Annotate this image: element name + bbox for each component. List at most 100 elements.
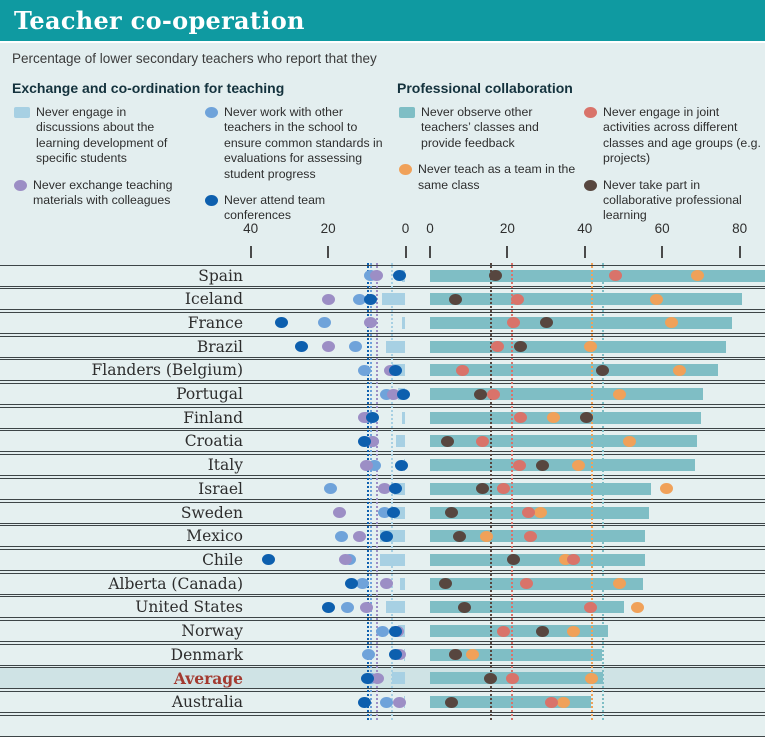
- axis-tick-label: 40: [243, 221, 259, 236]
- dot-never-joint-activities: [510, 293, 524, 305]
- legend-item-label: Never exchange teaching materials with c…: [33, 177, 173, 208]
- legend-item: Never attend team conferences: [205, 193, 387, 224]
- dot-never-collaborative-learning: [506, 554, 520, 566]
- country-label: Croatia: [184, 432, 243, 451]
- axis-tick-label: 60: [654, 221, 670, 236]
- chart-row: Chile: [0, 548, 765, 571]
- bar-never-observe: [430, 577, 643, 590]
- bar-never-observe: [430, 388, 703, 400]
- chart-row: Croatia: [0, 430, 765, 453]
- dot-never-team-conferences: [344, 578, 358, 590]
- chart-subtitle: Percentage of lower secondary teachers w…: [12, 51, 377, 66]
- dot-never-common-standards: [352, 293, 366, 305]
- legend-item-label: Never teach as a team in the same class: [418, 162, 576, 192]
- dot-never-joint-activities: [584, 601, 598, 613]
- dot-never-team-teach: [613, 388, 627, 400]
- bar-never-observe: [430, 459, 696, 472]
- average-line-never-joint-activities: [511, 263, 514, 720]
- dot-never-team-conferences: [379, 530, 393, 542]
- dot-never-common-standards: [375, 625, 389, 637]
- dot-never-collaborative-learning: [444, 507, 458, 518]
- dot-never-team-conferences: [389, 483, 403, 495]
- dot-never-team-teach: [572, 459, 586, 471]
- dot-never-collaborative-learning: [448, 293, 462, 305]
- chart-row: Brazil: [0, 335, 765, 358]
- chart-row: Australia: [0, 691, 765, 714]
- dot-never-team-teach: [466, 649, 480, 661]
- legend-column-a: Never engage in discussions about the le…: [14, 105, 192, 219]
- dot-never-exchange-materials: [333, 507, 347, 518]
- dot-never-collaborative-learning: [580, 412, 594, 424]
- dot-never-team-conferences: [261, 554, 275, 566]
- dot-never-collaborative-learning: [595, 364, 609, 376]
- chart-row: Sweden: [0, 501, 765, 524]
- axis-tick-label: 0: [401, 221, 410, 236]
- page-title: Teacher co-operation: [14, 6, 305, 35]
- legend-item-label: Never attend team conferences: [224, 193, 326, 223]
- dot-never-common-standards: [323, 483, 337, 495]
- axis-tick-label: 20: [320, 221, 336, 236]
- dot-never-common-standards: [362, 649, 376, 661]
- legend-column-c: Never observe other teachers’ classes an…: [399, 105, 577, 204]
- bar-never-discussions: [399, 577, 406, 590]
- dot-never-team-teach: [630, 601, 644, 613]
- dot-never-team-teach: [557, 696, 570, 708]
- chart-row: [0, 714, 765, 737]
- dot-never-collaborative-learning: [514, 341, 528, 353]
- bar-never-discussions: [386, 340, 406, 353]
- dot-never-collaborative-learning: [440, 435, 454, 447]
- chart-row: Flanders (Belgium): [0, 359, 765, 382]
- country-label: Australia: [171, 693, 243, 712]
- dot-never-collaborative-learning: [539, 317, 553, 329]
- chart-row: Norway: [0, 620, 765, 642]
- chart-row: Alberta (Canada): [0, 572, 765, 595]
- country-label: Mexico: [186, 527, 243, 546]
- dot-never-exchange-materials: [370, 672, 384, 684]
- brown-dot-marker: [584, 179, 597, 191]
- country-label: United States: [135, 598, 243, 617]
- dot-never-exchange-materials: [366, 435, 380, 447]
- dot-never-collaborative-learning: [473, 388, 487, 400]
- axis-tick-label: 0: [426, 221, 434, 236]
- bar-never-observe: [430, 553, 645, 566]
- bar-never-observe: [430, 269, 765, 282]
- dot-never-joint-activities: [545, 696, 559, 708]
- salmon-dot-marker: [584, 107, 597, 118]
- legend-item-label: Never engage in joint activities across …: [603, 105, 761, 166]
- country-label: Flanders (Belgium): [91, 361, 244, 380]
- chart-row: Portugal: [0, 383, 765, 405]
- dot-never-team-teach: [533, 507, 547, 518]
- dot-never-team-conferences: [366, 412, 380, 424]
- dot-never-exchange-materials: [321, 341, 335, 353]
- bar-never-observe: [430, 316, 732, 329]
- legend-item: Never exchange teaching materials with c…: [14, 178, 192, 209]
- dot-never-joint-activities: [512, 459, 526, 471]
- dot-never-common-standards: [317, 317, 331, 329]
- bar-never-observe: [430, 625, 609, 637]
- legend-item-label: Never engage in discussions about the le…: [36, 105, 168, 166]
- dot-never-team-conferences: [395, 459, 409, 471]
- dot-never-team-conferences: [361, 672, 375, 684]
- country-label: Iceland: [184, 290, 243, 309]
- dot-never-collaborative-learning: [489, 270, 503, 281]
- average-line-never-collaborative-learning: [489, 263, 492, 720]
- dot-never-team-teach: [584, 341, 598, 353]
- dot-never-team-conferences: [389, 625, 403, 637]
- dark-blue-dot-marker: [205, 195, 218, 207]
- legend-item: Never engage in joint activities across …: [584, 105, 762, 167]
- legend-item-label: Never take part in collaborative profess…: [603, 177, 742, 223]
- average-line-never-team-conferences: [366, 263, 369, 720]
- dot-never-exchange-materials: [393, 696, 407, 708]
- average-line-never-common-standards: [369, 263, 372, 720]
- dot-never-exchange-materials: [377, 483, 391, 495]
- chart-row: Spain: [0, 264, 765, 287]
- dot-never-team-teach: [673, 364, 687, 376]
- dot-never-team-teach: [665, 317, 679, 329]
- country-label: Alberta (Canada): [108, 574, 243, 593]
- legend-item-label: Never work with other teachers in the sc…: [224, 105, 383, 181]
- legend-item: Never take part in collaborative profess…: [584, 178, 762, 224]
- dot-never-team-teach: [613, 578, 627, 590]
- average-line-never-team-teach: [590, 263, 593, 720]
- axis-tick-label: 80: [732, 221, 748, 236]
- legend-group2-heading: Professional collaboration: [397, 80, 573, 96]
